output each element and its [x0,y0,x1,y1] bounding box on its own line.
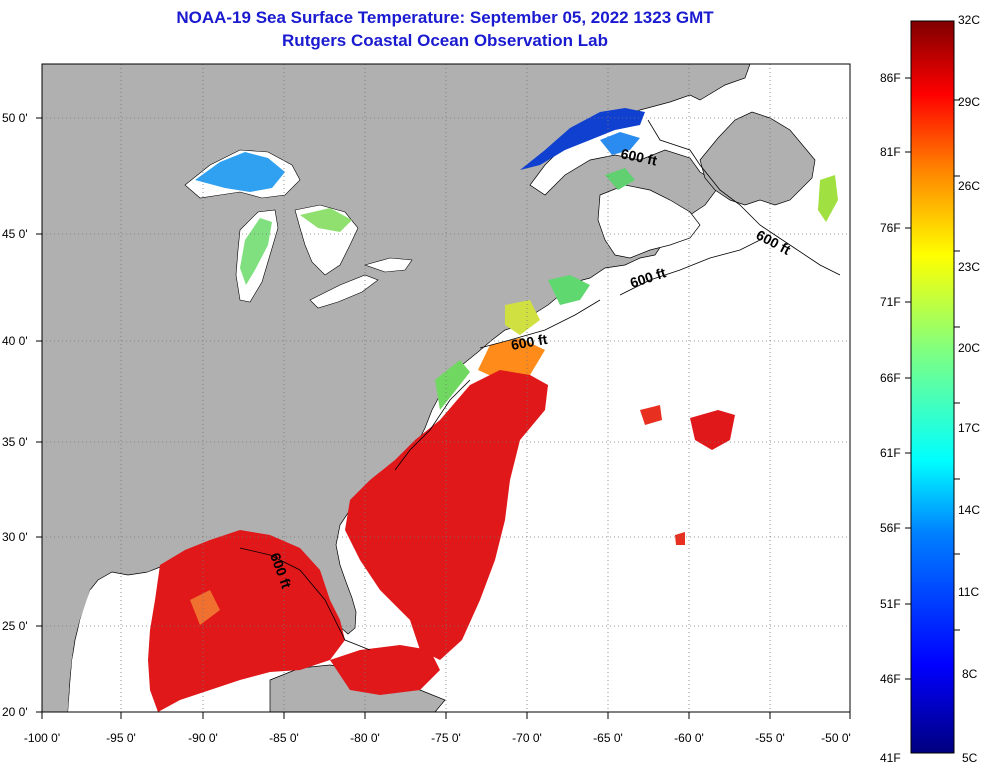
sst-patch-offshore-eddy [690,410,735,450]
colorbar-celsius-label: 8C [962,667,978,681]
contour-label-1: 600 ft [619,145,658,168]
lon-tick-label: -85 0' [269,731,299,745]
sst-patch-grand-banks [818,175,838,222]
sst-patch-gulf-stl [600,132,640,155]
sst-patch-pei [605,168,635,190]
gulf-shelf [68,566,165,712]
colorbar-fahrenheit-label: 41F [880,751,901,765]
colorbar-fahrenheit-label: 86F [880,71,901,85]
sst-patch-florida-straits [330,645,440,695]
lat-tick-label: 25 0' [2,619,28,633]
colorbar-celsius-label: 5C [962,751,978,765]
colorbar-fahrenheit-label: 61F [880,446,901,460]
map-subtitle: Rutgers Coastal Ocean Observation Lab [282,31,608,50]
colorbar-fahrenheit-label: 81F [880,145,901,159]
colorbar-fahrenheit-label: 76F [880,221,901,235]
colorbar [910,20,955,754]
lon-tick-label: -100 0' [24,731,60,745]
lon-tick-label: -90 0' [188,731,218,745]
lon-tick-label: -80 0' [350,731,380,745]
colorbar-celsius-label: 14C [958,503,980,517]
lat-tick-label: 45 0' [2,227,28,241]
sst-patch-lake-superior [195,152,285,192]
lon-tick-label: -75 0' [431,731,461,745]
sst-patch-offshore-1 [640,405,662,425]
colorbar-fahrenheit-label: 51F [880,597,901,611]
lon-tick-label: -50 0' [821,731,851,745]
lake-erie [309,274,379,309]
isobath-600ft [239,119,841,651]
colorbar-celsius-label: 11C [958,585,979,599]
sst-patch-lake-michigan [240,218,272,285]
sst-patch-new-england [505,300,540,335]
lake-ontario [364,257,413,273]
land-nova-scotia [597,184,701,259]
colorbar-celsius-label: 26C [958,179,980,193]
lon-tick-label: -95 0' [106,731,136,745]
sst-patch-chesapeake [435,360,470,410]
lon-tick-label: -70 0' [512,731,542,745]
sst-data [148,108,838,712]
colorbar-fahrenheit-label: 66F [880,371,901,385]
colorbar-celsius-label: 20C [958,341,980,355]
lat-tick-label: 20 0' [2,705,28,719]
sst-patch-stlawrence [520,108,645,170]
colorbar-fahrenheit-label: 46F [880,672,901,686]
sst-patch-gulf-of-maine [548,275,590,305]
colorbar-celsius-label: 17C [958,421,980,435]
lon-tick-label: -55 0' [755,731,785,745]
graticule [42,64,850,712]
lat-tick-label: 40 0' [2,334,28,348]
lat-tick-label: 30 0' [2,530,28,544]
lat-tick-label: 50 0' [2,111,28,125]
lat-axis [36,117,42,713]
sst-patch-nj-shelf [478,338,545,380]
sst-patch-gulf-stream [345,370,548,660]
lon-tick-label: -65 0' [593,731,623,745]
sst-patch-offshore-2 [675,532,685,545]
sst-patch-gulf-cooler [190,590,220,625]
colorbar-celsius-label: 23C [958,260,980,274]
lat-tick-label: 35 0' [2,435,28,449]
contour-label-4: 600 ft [510,331,549,353]
land-newfoundland [699,111,816,206]
sst-patch-gulf-of-mexico [148,530,345,712]
map-title: NOAA-19 Sea Surface Temperature: Septemb… [176,8,714,27]
sst-patch-lake-huron [300,208,352,232]
lon-axis [41,712,851,719]
colorbar-celsius-label: 29C [958,95,980,109]
colorbar-ticks [905,77,960,680]
colorbar-celsius-label: 32C [958,13,980,27]
colorbar-fahrenheit-label: 71F [880,295,901,309]
colorbar-fahrenheit-label: 56F [880,521,901,535]
lon-tick-label: -60 0' [674,731,704,745]
